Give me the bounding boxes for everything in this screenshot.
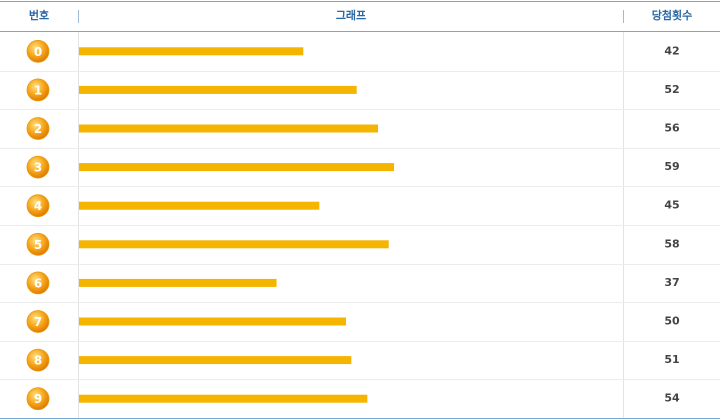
count-label: 42 — [664, 44, 679, 57]
number-label: 7 — [34, 315, 42, 329]
number-label: 2 — [34, 122, 42, 136]
count-label: 59 — [664, 160, 679, 173]
bar — [79, 278, 277, 287]
number-ball — [26, 155, 50, 179]
count-label: 51 — [664, 353, 679, 366]
count-label: 52 — [664, 83, 679, 96]
bar — [79, 163, 395, 172]
count-label: 56 — [664, 122, 680, 135]
number-ball — [26, 194, 50, 218]
count-label: 50 — [664, 315, 680, 328]
number-label: 9 — [34, 392, 42, 406]
count-label: 58 — [664, 237, 679, 250]
bar — [79, 356, 352, 365]
number-ball — [26, 78, 50, 102]
number-ball — [26, 387, 50, 411]
number-ball — [26, 39, 50, 63]
number-label: 1 — [34, 83, 42, 97]
bar — [79, 201, 320, 210]
number-label: 4 — [34, 199, 42, 213]
header-number: 번호 — [29, 8, 49, 22]
bar — [79, 47, 304, 56]
count-label: 45 — [664, 199, 679, 212]
number-label: 8 — [34, 354, 42, 368]
count-label: 37 — [664, 276, 679, 289]
number-label: 6 — [34, 276, 42, 290]
number-ball — [26, 310, 50, 333]
number-ball — [26, 348, 50, 372]
number-label: 3 — [34, 161, 42, 175]
bar — [79, 394, 368, 403]
bar — [79, 317, 346, 326]
number-ball — [26, 271, 50, 295]
header-count: 당첨횟수 — [652, 8, 692, 22]
bar — [79, 124, 379, 133]
number-ball — [26, 117, 50, 140]
bar — [79, 240, 389, 249]
count-label: 54 — [664, 392, 680, 405]
number-label: 5 — [34, 238, 42, 252]
bar — [79, 85, 357, 94]
number-label: 0 — [34, 45, 42, 59]
number-ball — [26, 232, 50, 256]
header-graph: 그래프 — [336, 8, 366, 22]
